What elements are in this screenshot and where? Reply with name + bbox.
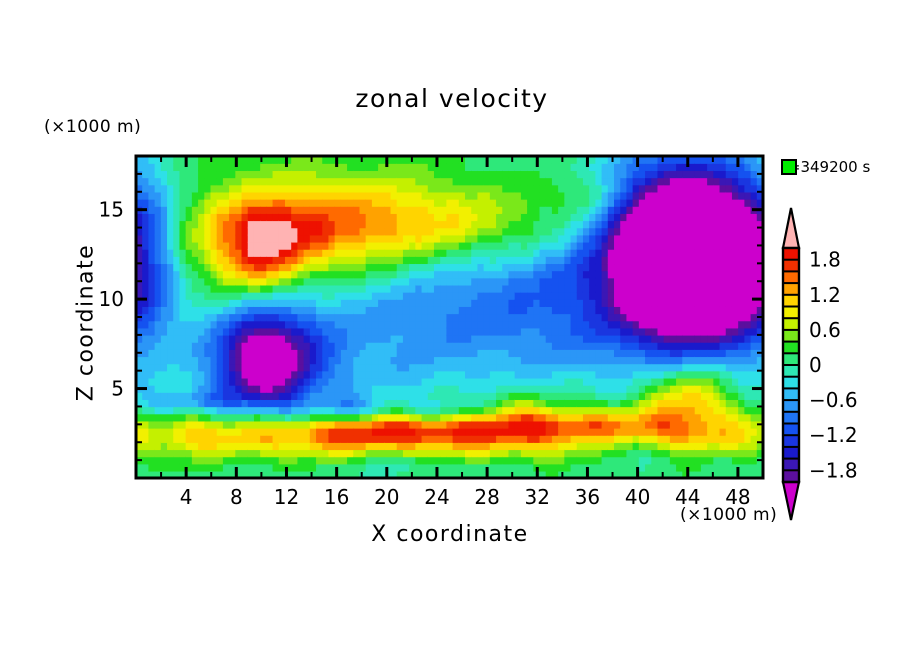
x-tick-label: 40 — [625, 485, 650, 509]
colorbar-label: 0 — [809, 353, 822, 377]
colorbar-band — [782, 340, 800, 355]
x-tick-label: 36 — [575, 485, 600, 509]
colorbar-band — [782, 270, 800, 285]
colorbar-band — [782, 422, 800, 437]
x-tick-label: 16 — [324, 485, 349, 509]
colorbar-label: 1.2 — [809, 283, 841, 307]
x-tick-label: 24 — [424, 485, 449, 509]
colorbar-band — [782, 375, 800, 390]
colorbar-over-arrow — [781, 207, 801, 250]
colorbar-band — [782, 258, 800, 273]
colorbar-band — [782, 328, 800, 343]
colorbar-band — [782, 399, 800, 414]
colorbar-label: 0.6 — [809, 318, 841, 342]
colorbar-band — [782, 445, 800, 460]
x-axis-tick-labels: 4 8 12 16 20 24 28 32 36 40 44 48 — [180, 485, 751, 509]
colorbar-band — [782, 364, 800, 378]
colorbar-label: −0.6 — [809, 388, 858, 412]
x-tick-label: 32 — [525, 485, 550, 509]
x-tick-label: 4 — [180, 485, 193, 509]
colorbar-outline — [781, 246, 801, 484]
colorbar-band — [782, 434, 800, 449]
contour-field — [136, 156, 763, 478]
x-tick-label: 20 — [374, 485, 399, 509]
colorbar-band — [782, 457, 800, 472]
x-axis-unit-label: (×1000 m) — [680, 505, 778, 525]
colorbar-tick-labels: 1.8 1.2 0.6 0 −0.6 −1.2 −1.8 — [809, 248, 858, 483]
y-tick-label: 10 — [99, 287, 124, 311]
colorbar-band — [782, 410, 800, 425]
colorbar-under-arrow — [781, 480, 801, 521]
colorbar-band — [782, 247, 800, 261]
colorbar-label: −1.8 — [809, 458, 858, 482]
x-tick-label: 8 — [230, 485, 243, 509]
colorbar — [781, 207, 801, 521]
x-tick-label: 12 — [274, 485, 299, 509]
colorbar-band — [782, 282, 800, 297]
chart-title: zonal velocity — [355, 84, 549, 113]
colorbar-band — [782, 293, 800, 308]
colorbar-label: −1.2 — [809, 423, 858, 447]
colorbar-band — [782, 317, 800, 332]
x-tick-label: 28 — [474, 485, 499, 509]
timestamp-annotation: t=349200 s — [782, 158, 871, 176]
colorbar-label: 1.8 — [809, 248, 841, 272]
timestamp-color-swatch — [781, 159, 797, 175]
y-tick-label: 5 — [111, 377, 124, 401]
y-axis-unit-label: (×1000 m) — [44, 117, 142, 137]
colorbar-band — [782, 352, 800, 367]
x-axis-ticks — [160, 156, 740, 478]
y-tick-label: 15 — [99, 198, 124, 222]
colorbar-band — [782, 469, 800, 484]
x-tick-label: 48 — [725, 485, 750, 509]
y-axis-ticks — [136, 172, 763, 462]
x-tick-label: 44 — [675, 485, 700, 509]
colorbar-band — [782, 387, 800, 402]
y-axis-tick-labels: 5 10 15 — [99, 198, 124, 401]
colorbar-band — [782, 305, 800, 320]
x-axis-title: X coordinate — [371, 522, 529, 547]
